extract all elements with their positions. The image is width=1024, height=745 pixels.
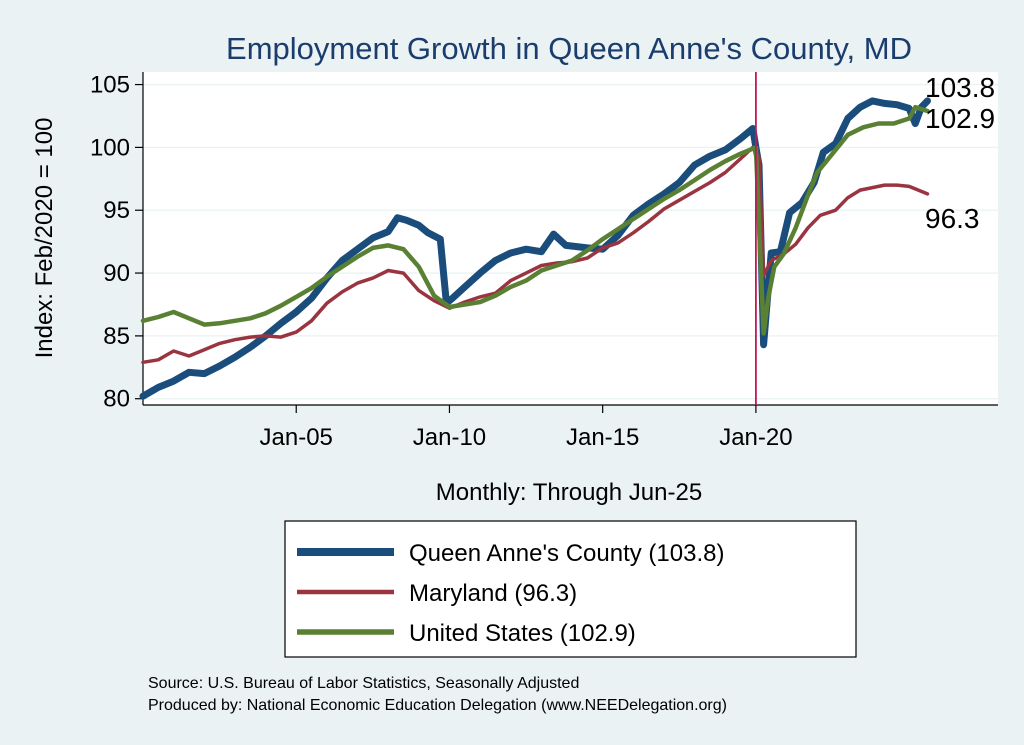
series-line-2 [140, 104, 930, 336]
source-note: Source: U.S. Bureau of Labor Statistics,… [148, 675, 579, 692]
y-tick-label-90: 90 [103, 260, 130, 287]
y-tick-label-100: 100 [90, 134, 130, 161]
y-axis-ticks: 80 85 90 95 100 105 [90, 72, 143, 413]
x-tick-label-Jan-10: Jan-10 [413, 424, 486, 451]
x-tick-label-Jan-05: Jan-05 [260, 424, 333, 451]
x-tick-label-Jan-20: Jan-20 [719, 424, 792, 451]
y-tick-label-105: 105 [90, 72, 130, 99]
end-labels: 103.8 96.3 102.9 [925, 72, 995, 234]
plot-area [143, 72, 998, 405]
series-lines [139, 97, 931, 400]
legend: Queen Anne's County (103.8) Maryland (96.… [297, 540, 724, 647]
y-tick-label-80: 80 [103, 386, 130, 413]
end-label-1: 96.3 [925, 203, 980, 234]
chart-title: Employment Growth in Queen Anne's County… [226, 31, 912, 66]
x-axis-title: Monthly: Through Jun-25 [436, 479, 702, 506]
legend-label-2: United States (102.9) [409, 620, 636, 647]
produced-by-note: Produced by: National Economic Education… [148, 697, 727, 714]
legend-label-0: Queen Anne's County (103.8) [409, 540, 724, 567]
x-axis-ticks: Jan-05 Jan-10 Jan-15 Jan-20 [260, 405, 793, 451]
x-tick-label-Jan-15: Jan-15 [566, 424, 639, 451]
legend-label-1: Maryland (96.3) [409, 580, 577, 607]
series-line-0 [139, 97, 931, 400]
y-tick-label-95: 95 [103, 197, 130, 224]
end-label-0: 103.8 [925, 72, 995, 103]
y-tick-label-85: 85 [103, 323, 130, 350]
y-axis-title: Index: Feb/2020 = 100 [31, 118, 58, 359]
end-label-2: 102.9 [925, 103, 995, 134]
